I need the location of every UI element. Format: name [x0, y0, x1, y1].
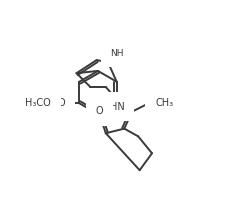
Text: CH₃: CH₃	[155, 98, 173, 108]
Text: O: O	[96, 106, 103, 116]
Text: HN: HN	[110, 102, 125, 112]
Text: H₃CO: H₃CO	[25, 98, 51, 108]
Text: NH: NH	[110, 49, 124, 58]
Text: O: O	[58, 98, 65, 108]
